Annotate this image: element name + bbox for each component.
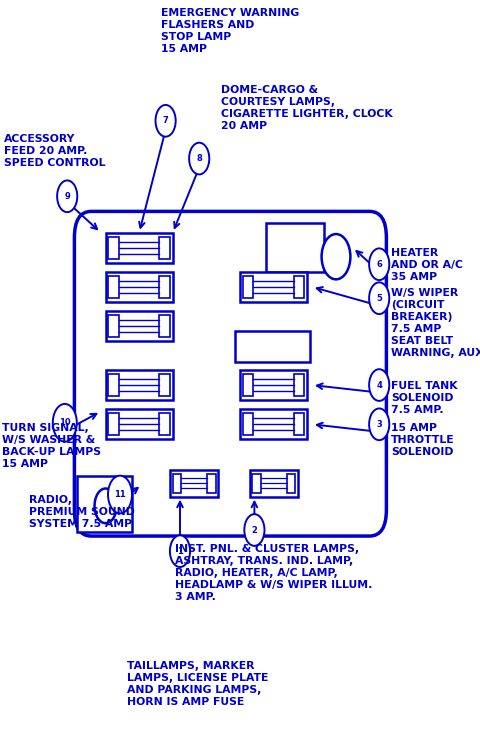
Text: 8: 8 bbox=[196, 154, 202, 163]
Circle shape bbox=[369, 408, 389, 440]
Circle shape bbox=[369, 248, 389, 280]
Text: 6: 6 bbox=[376, 260, 382, 269]
Circle shape bbox=[108, 476, 132, 513]
Bar bbox=[159, 276, 170, 297]
Text: HEATER
AND OR A/C
35 AMP: HEATER AND OR A/C 35 AMP bbox=[391, 248, 463, 282]
Text: INST. PNL. & CLUSTER LAMPS,
ASHTRAY, TRANS. IND. LAMP,
RADIO, HEATER, A/C LAMP,
: INST. PNL. & CLUSTER LAMPS, ASHTRAY, TRA… bbox=[175, 544, 372, 602]
Bar bbox=[108, 374, 119, 396]
Bar bbox=[108, 316, 119, 337]
Text: 11: 11 bbox=[114, 490, 126, 499]
Circle shape bbox=[369, 282, 389, 314]
Bar bbox=[108, 237, 119, 258]
Bar bbox=[108, 276, 119, 297]
Bar bbox=[252, 473, 261, 493]
Text: 15 AMP
THROTTLE
SOLENOID: 15 AMP THROTTLE SOLENOID bbox=[391, 423, 455, 457]
Bar bbox=[106, 272, 173, 302]
Text: DOME-CARGO &
COURTESY LAMPS,
CIGARETTE LIGHTER, CLOCK
20 AMP: DOME-CARGO & COURTESY LAMPS, CIGARETTE L… bbox=[221, 85, 393, 131]
Text: 5: 5 bbox=[376, 294, 382, 303]
Bar bbox=[159, 374, 170, 396]
Bar bbox=[159, 316, 170, 337]
Bar bbox=[240, 409, 307, 439]
Text: TAILLAMPS, MARKER
LAMPS, LICENSE PLATE
AND PARKING LAMPS,
HORN IS AMP FUSE: TAILLAMPS, MARKER LAMPS, LICENSE PLATE A… bbox=[127, 661, 269, 707]
Bar bbox=[294, 374, 304, 396]
Circle shape bbox=[244, 514, 264, 546]
Text: TURN SIGNAL,
W/S WASHER &
BACK-UP LAMPS
15 AMP: TURN SIGNAL, W/S WASHER & BACK-UP LAMPS … bbox=[2, 423, 101, 469]
Bar bbox=[287, 473, 295, 493]
Text: ACCESSORY
FEED 20 AMP.
SPEED CONTROL: ACCESSORY FEED 20 AMP. SPEED CONTROL bbox=[4, 134, 105, 168]
Text: 10: 10 bbox=[59, 418, 71, 427]
Text: EMERGENCY WARNING
FLASHERS AND
STOP LAMP
15 AMP: EMERGENCY WARNING FLASHERS AND STOP LAMP… bbox=[161, 8, 299, 54]
Bar bbox=[240, 272, 307, 302]
Bar bbox=[106, 233, 173, 263]
Circle shape bbox=[369, 369, 389, 401]
Circle shape bbox=[57, 180, 77, 212]
Text: 9: 9 bbox=[64, 192, 70, 201]
Text: W/S WIPER
(CIRCUIT
BREAKER)
7.5 AMP
SEAT BELT
WARNING, AUX.: W/S WIPER (CIRCUIT BREAKER) 7.5 AMP SEAT… bbox=[391, 288, 480, 359]
Circle shape bbox=[156, 105, 176, 137]
Bar bbox=[77, 476, 132, 532]
Bar bbox=[266, 223, 324, 272]
Bar bbox=[106, 370, 173, 400]
Circle shape bbox=[189, 143, 209, 174]
Text: FUEL TANK
SOLENOID
7.5 AMP.: FUEL TANK SOLENOID 7.5 AMP. bbox=[391, 381, 458, 415]
Text: 2: 2 bbox=[252, 525, 257, 535]
Text: 1: 1 bbox=[177, 547, 183, 556]
Text: 4: 4 bbox=[376, 381, 382, 390]
Bar bbox=[173, 473, 181, 493]
Bar bbox=[106, 409, 173, 439]
Bar bbox=[294, 414, 304, 435]
Bar bbox=[159, 414, 170, 435]
Bar bbox=[170, 470, 218, 497]
Bar bbox=[243, 276, 253, 297]
Bar bbox=[250, 470, 298, 497]
Circle shape bbox=[53, 404, 77, 442]
Bar bbox=[108, 414, 119, 435]
Text: 3: 3 bbox=[376, 420, 382, 429]
Bar bbox=[243, 374, 253, 396]
Bar bbox=[159, 237, 170, 258]
Circle shape bbox=[95, 488, 117, 523]
Text: RADIO,
PREMIUM SOUND
SYSTEM 7.5 AMP: RADIO, PREMIUM SOUND SYSTEM 7.5 AMP bbox=[29, 495, 135, 528]
Bar bbox=[243, 414, 253, 435]
Bar bbox=[240, 370, 307, 400]
Circle shape bbox=[170, 535, 190, 567]
Bar bbox=[106, 311, 173, 341]
FancyBboxPatch shape bbox=[74, 211, 386, 536]
Circle shape bbox=[322, 234, 350, 279]
Bar bbox=[294, 276, 304, 297]
Bar bbox=[207, 473, 216, 493]
Bar bbox=[235, 331, 310, 362]
Text: 7: 7 bbox=[163, 116, 168, 125]
